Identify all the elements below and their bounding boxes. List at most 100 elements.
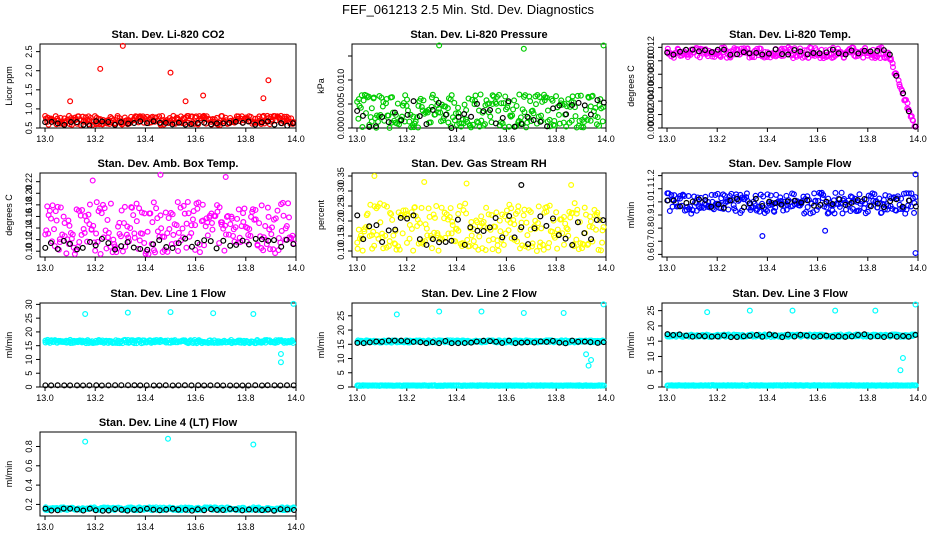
data-point [67,240,74,247]
data-point [188,113,195,120]
data-point [488,212,495,219]
data-point [587,111,594,118]
data-point [838,189,845,196]
data-point [131,506,138,513]
x-tick-label: 13.2 [86,263,104,273]
data-point [765,50,772,57]
data-point [284,506,291,513]
data-point [93,118,100,125]
data-point [377,219,384,226]
data-point [523,219,530,226]
y-tick-label: 0.010 [336,69,346,92]
data-point [357,104,364,111]
data-point [449,222,456,229]
data-point [283,223,290,230]
y-axis-label: ml/min [4,332,14,359]
data-point [848,199,855,206]
data-point [86,505,93,512]
data-point [452,238,459,245]
data-point [562,235,569,242]
data-point [597,96,604,103]
data-point [98,235,105,242]
data-point-outlier [518,182,525,189]
data-point [893,333,900,340]
data-point [573,236,580,243]
data-point [79,244,86,251]
data-point [75,113,82,120]
x-tick-label: 13.0 [36,134,54,144]
data-point [455,340,462,347]
data-point [524,113,531,120]
data-point [589,92,596,99]
data-point [791,47,798,54]
data-point [764,191,771,198]
data-point-outlier [290,300,297,307]
plot-frame [351,43,607,129]
data-point [804,51,811,58]
data-point [597,247,604,254]
data-point [456,203,463,210]
data-point [80,121,87,128]
x-tick-label: 13.6 [498,263,516,273]
data-point-outlier [97,65,104,72]
data-point [476,233,483,240]
y-tick-label: 25 [336,311,346,321]
data-point [175,119,182,126]
data-point [399,113,406,120]
data-point [271,121,278,128]
data-point [753,49,760,56]
data-point [373,338,380,345]
data-point [696,332,703,339]
plot-frame [661,43,919,129]
data-point [272,250,279,257]
data-point [386,238,393,245]
data-point [194,120,201,127]
data-point [133,200,140,207]
data-point [507,113,514,120]
data-point [600,382,607,389]
data-point [265,213,272,220]
x-tick-label: 13.8 [237,134,255,144]
data-point [125,120,132,127]
data-point [784,331,791,338]
data-point [214,382,221,389]
data-point [446,214,453,221]
data-point [752,195,759,202]
x-tick-label: 13.6 [187,393,205,403]
data-point [252,235,259,242]
data-point-outlier [789,307,796,314]
data-point [284,382,291,389]
data-point-outlier [167,69,174,76]
data-point [600,339,607,346]
data-point [474,227,481,234]
data-point [563,224,570,231]
data-point [575,338,582,345]
data-point [816,50,823,57]
data-point [468,339,475,346]
data-point [73,119,80,126]
data-point [208,121,215,128]
data-point [144,228,151,235]
data-point [551,122,558,129]
data-point [569,102,576,109]
data-point [188,382,195,389]
plot-title: Stan. Dev. Li-820 Pressure [410,29,547,41]
data-point [67,382,74,389]
data-point [752,192,759,199]
data-point [195,382,202,389]
x-tick-label: 13.8 [547,393,565,403]
data-point [679,191,686,198]
data-point [564,226,571,233]
data-point [67,118,74,125]
data-point-outlier [600,301,607,308]
data-point [829,333,836,340]
data-point [779,51,786,58]
data-point [169,382,176,389]
data-point [664,197,671,204]
data-point [193,113,200,120]
data-point [730,202,737,209]
data-point [759,203,766,210]
y-tick-label: 0.14 [24,219,34,237]
data-point [888,56,895,63]
data-point [474,100,481,107]
